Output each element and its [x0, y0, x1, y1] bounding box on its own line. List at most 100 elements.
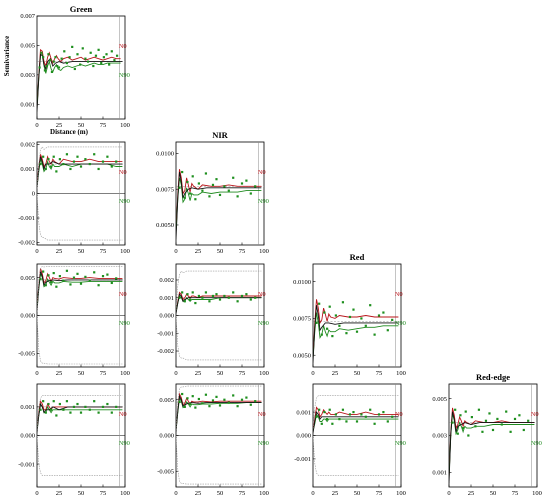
data-point [50, 70, 54, 74]
data-point [47, 402, 50, 406]
data-point [249, 403, 252, 406]
data-point [360, 413, 363, 416]
x-tick-label: 100 [120, 122, 130, 129]
data-point [115, 54, 119, 57]
envelope-line [176, 315, 262, 361]
data-point [218, 298, 222, 301]
data-point [58, 275, 61, 278]
label-n90: N90 [395, 440, 406, 447]
x-tick-label: 50 [217, 490, 224, 497]
x-tick-label: 100 [120, 490, 130, 497]
y-tick-label: -0.002 [18, 240, 35, 247]
data-point [43, 69, 47, 72]
data-point [509, 430, 512, 433]
data-point [338, 324, 341, 327]
x-tick-label: 75 [376, 370, 383, 377]
data-point [55, 285, 58, 288]
x-tick-label: 25 [56, 370, 63, 377]
y-tick-label: 0.000 [296, 433, 311, 440]
data-point [93, 271, 96, 274]
envelope-line [176, 435, 262, 485]
x-tick-label: 100 [259, 248, 269, 255]
x-tick-label: 100 [120, 370, 130, 377]
data-point [500, 423, 503, 426]
y-tick-label: 0.0050 [293, 352, 311, 359]
data-point [49, 408, 53, 411]
panel-title: NIR [212, 130, 228, 140]
x-tick-label: 0 [311, 490, 314, 497]
x-tick-label: 50 [354, 490, 361, 497]
label-n90: N90 [119, 320, 130, 327]
envelope-line [313, 395, 399, 429]
data-point [215, 178, 218, 181]
data-point [245, 179, 248, 182]
data-point [382, 410, 385, 414]
data-point [249, 298, 252, 301]
data-point [57, 66, 61, 69]
data-point [56, 64, 59, 68]
y-tick-label: 0.001 [20, 101, 35, 108]
data-point [110, 50, 113, 53]
plot-area [313, 299, 399, 363]
x-tick-label: 25 [56, 248, 63, 255]
data-point [218, 404, 222, 407]
x-tick-label: 0 [35, 122, 38, 129]
data-point [69, 411, 72, 414]
data-point [39, 162, 42, 166]
data-point [79, 282, 83, 285]
data-point [55, 414, 58, 417]
label-n0: N0 [395, 291, 403, 298]
data-point [65, 153, 69, 156]
data-point [42, 155, 45, 158]
y-tick-label: 0.0075 [293, 316, 311, 323]
data-point [331, 335, 334, 338]
x-tick-label: 25 [56, 122, 63, 129]
y-tick-label: 0.000 [20, 433, 35, 440]
series-line-n0 [176, 392, 262, 430]
series-line-n0 [176, 291, 262, 312]
data-point [178, 296, 181, 299]
envelope-line [313, 435, 399, 476]
y-tick-label: 0.003 [432, 433, 447, 440]
data-point [320, 333, 323, 336]
data-point [106, 402, 109, 406]
data-point [76, 272, 79, 275]
x-tick-label: 25 [332, 490, 339, 497]
data-point [236, 300, 239, 303]
model-line [313, 305, 399, 363]
data-point [197, 294, 200, 298]
data-point [76, 155, 79, 158]
y-tick-label: 0 [32, 191, 35, 198]
y-tick-label: 0.003 [20, 72, 35, 79]
x-tick-label: 25 [56, 490, 63, 497]
data-point [369, 304, 372, 307]
data-point [49, 165, 53, 168]
data-point [183, 300, 186, 303]
data-point [328, 305, 331, 308]
x-tick-label: 50 [78, 490, 85, 497]
data-point [318, 408, 321, 411]
y-tick-label: 0.001 [20, 404, 35, 411]
data-point [201, 189, 204, 192]
x-tick-label: 75 [100, 122, 107, 129]
data-point [62, 162, 65, 166]
x-tick-label: 25 [195, 490, 202, 497]
model-line [37, 53, 123, 112]
x-tick-label: 0 [311, 370, 314, 377]
data-point [391, 318, 394, 322]
data-point [71, 45, 74, 48]
data-point [44, 167, 47, 171]
data-point [191, 291, 194, 294]
label-n90: N90 [258, 320, 269, 327]
panel-red: 0 25 50 75 100 0.0050 0.0075 0.0100 Red N0 N90 [293, 252, 406, 377]
data-point [454, 408, 457, 411]
data-point [341, 301, 345, 304]
data-point [93, 400, 96, 403]
data-point [352, 410, 355, 414]
x-tick-label: 0 [174, 248, 177, 255]
series-line-n0 [176, 169, 262, 233]
envelope-line [37, 193, 123, 241]
panel-frame [36, 15, 126, 120]
data-point [39, 278, 42, 281]
y-tick-label: -0.001 [18, 215, 35, 222]
